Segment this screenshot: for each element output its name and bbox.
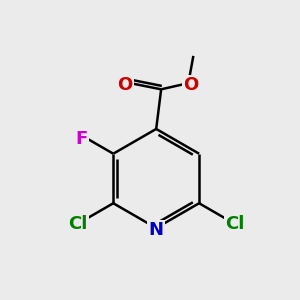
- Text: O: O: [118, 76, 133, 94]
- Text: F: F: [76, 130, 88, 148]
- Text: Cl: Cl: [68, 215, 87, 233]
- Text: N: N: [149, 221, 164, 239]
- Text: Cl: Cl: [225, 215, 245, 233]
- Text: O: O: [183, 76, 199, 94]
